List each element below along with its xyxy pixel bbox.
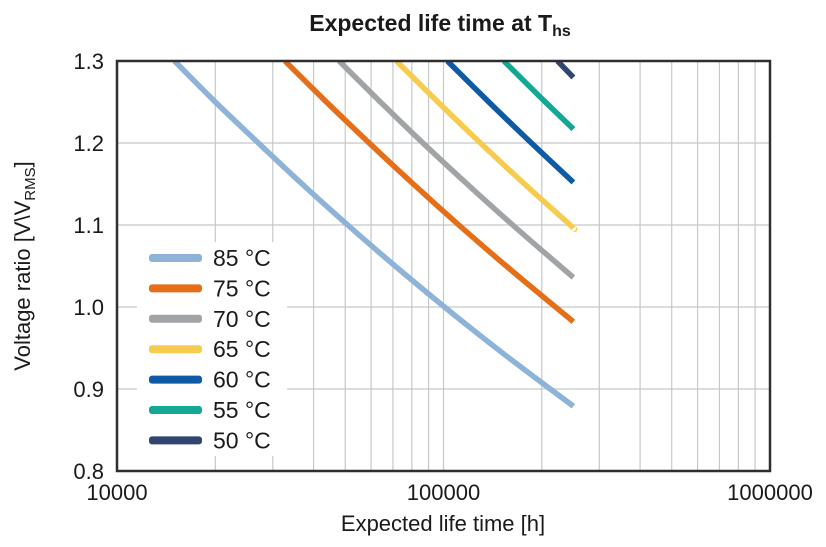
legend-swatch-65-c: [149, 345, 202, 354]
legend-label-65-c: 65 °C: [213, 336, 271, 362]
legend-swatch-75-c: [149, 284, 202, 293]
chart-title: Expected life time at Ths: [309, 10, 571, 40]
legend-label-75-c: 75 °C: [213, 275, 271, 301]
curve-55-c: [501, 61, 576, 132]
curve-85-c: [172, 61, 576, 409]
curve-75-c: [283, 61, 576, 324]
x-tick-label-1000000: 1000000: [727, 480, 813, 505]
legend-label-85-c: 85 °C: [213, 245, 271, 271]
legend-swatch-55-c: [149, 406, 202, 414]
y-tick-label-1-0: 1.0: [73, 295, 104, 320]
y-tick-label-1-2: 1.2: [73, 131, 104, 156]
legend-swatch-60-c: [149, 375, 202, 384]
curve-65-c: [394, 61, 578, 232]
curve-50-c: [555, 61, 576, 80]
x-tick-label-10000: 10000: [86, 480, 147, 505]
curve-70-c: [337, 61, 576, 280]
legend-swatch-50-c: [149, 436, 202, 445]
curves: [172, 61, 578, 409]
curve-60-c: [445, 61, 576, 185]
legend-swatch-85-c: [149, 254, 202, 262]
plot-border: [115, 59, 772, 473]
x-tick-label-100000: 100000: [407, 480, 480, 505]
legend-label-60-c: 60 °C: [213, 367, 271, 393]
legend-label-55-c: 55 °C: [213, 397, 271, 423]
legend: 85 °C 75 °C 70 °C 65 °C 60 °C 55 °C 50 °C: [149, 245, 271, 453]
y-tick-label-1-1: 1.1: [73, 213, 104, 238]
y-tick-label-0-8: 0.8: [73, 459, 104, 484]
y-tick-label-1-3: 1.3: [73, 49, 104, 74]
legend-label-50-c: 50 °C: [213, 427, 271, 453]
x-axis-label: Expected life time [h]: [341, 511, 545, 536]
legend-swatch-70-c: [149, 314, 202, 323]
legend-label-70-c: 70 °C: [213, 306, 271, 332]
y-tick-label-0-9: 0.9: [73, 377, 104, 402]
y-axis-label: Voltage ratio [V\VRMS]: [10, 161, 39, 370]
